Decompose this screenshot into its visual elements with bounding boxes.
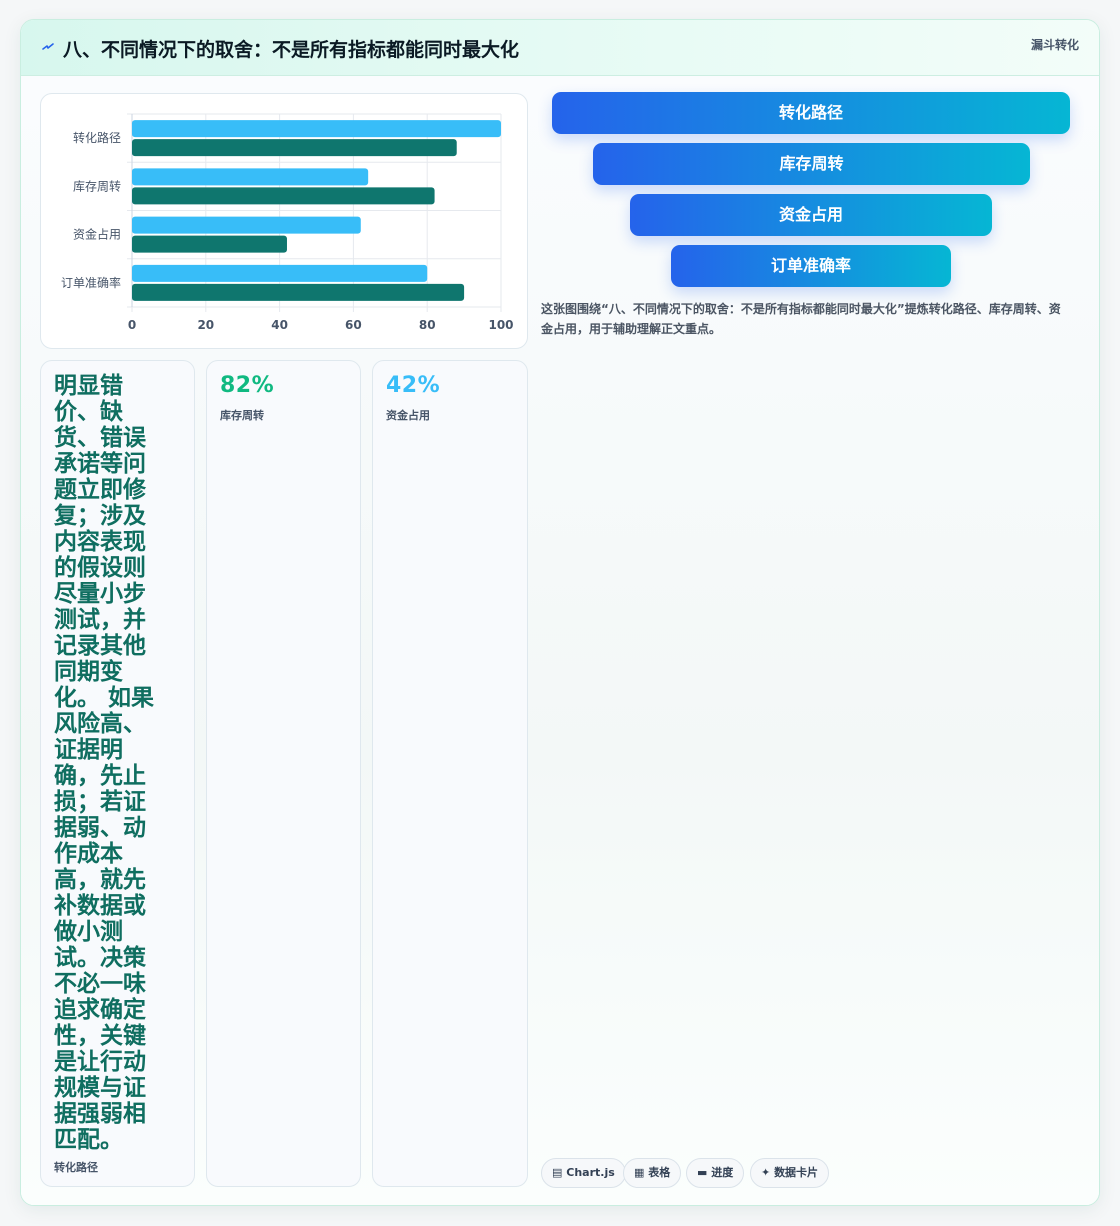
section-header: 八、不同情况下的取舍：不是所有指标都能同时最大化 漏斗转化	[21, 20, 1099, 76]
funnel-step-3: 资金占用	[630, 194, 992, 236]
x-tick-label: 20	[197, 318, 214, 332]
text-card-label: 转化路径	[54, 1161, 98, 1174]
stat-label: 资金占用	[386, 409, 430, 422]
x-tick-label: 0	[128, 318, 136, 332]
x-tick-label: 100	[488, 318, 513, 332]
page-title: 八、不同情况下的取舍：不是所有指标都能同时最大化	[63, 39, 520, 61]
funnel-description: 这张图围绕“八、不同情况下的取舍：不是所有指标都能同时最大化”提炼转化路径、库存…	[541, 302, 1061, 336]
chip-progress[interactable]: ▬ 进度	[686, 1158, 745, 1188]
chip-chartjs[interactable]: ▤ Chart.js	[541, 1158, 626, 1188]
bar-series-2	[132, 187, 435, 205]
y-tick-label: 库存周转	[73, 178, 121, 193]
text-card-body: 明显错价、缺货、错误承诺等问题立即修复；涉及内容表现的假设则尽量小步测试，并记录…	[54, 373, 155, 1153]
stat-label: 库存周转	[220, 409, 264, 422]
chip-label: 进度	[711, 1166, 734, 1179]
x-tick-label: 40	[271, 318, 288, 332]
category-tag: 漏斗转化	[1030, 38, 1079, 52]
text-card: 明显错价、缺货、错误承诺等问题立即修复；涉及内容表现的假设则尽量小步测试，并记录…	[40, 360, 195, 1187]
chip-data-card[interactable]: ✦ 数据卡片	[750, 1158, 830, 1188]
chart-icon: ▤	[552, 1166, 563, 1179]
x-tick-label: 60	[345, 318, 362, 332]
lightning-icon	[42, 43, 54, 50]
bar-series-1	[132, 120, 501, 138]
main-card: 八、不同情况下的取舍：不是所有指标都能同时最大化 漏斗转化 0 20 40 60 80 1…	[20, 19, 1100, 1206]
y-tick-label: 订单准确率	[61, 275, 121, 290]
funnel-step-1: 转化路径	[552, 92, 1070, 134]
stat-value: 82%	[220, 373, 275, 398]
chip-table[interactable]: ▦ 表格	[623, 1158, 682, 1188]
table-icon: ▦	[634, 1166, 645, 1179]
funnel-diagram: 转化路径 库存周转 资金占用 订单准确率	[552, 92, 1072, 292]
funnel-step-4: 订单准确率	[671, 245, 951, 287]
bar-chart-panel: 0 20 40 60 80 100 转化路径库存周转资金占用订单准确率	[40, 93, 528, 349]
bar-series-2	[132, 283, 465, 301]
bar-series-2	[132, 139, 457, 157]
bar-series-2	[132, 235, 287, 253]
stat-value: 42%	[386, 373, 441, 398]
bar-series-1	[132, 216, 361, 234]
stat-card-inventory: 82% 库存周转	[206, 360, 361, 1187]
y-tick-label: 资金占用	[73, 227, 121, 242]
y-tick-label: 转化路径	[73, 130, 121, 145]
sparkle-icon: ✦	[761, 1166, 771, 1179]
chip-label: 数据卡片	[774, 1166, 819, 1179]
funnel-step-2: 库存周转	[593, 143, 1030, 185]
bar-series-1	[132, 168, 369, 186]
progress-icon: ▬	[697, 1166, 708, 1179]
chip-label: Chart.js	[566, 1166, 615, 1179]
bar-series-1	[132, 264, 428, 282]
chip-label: 表格	[648, 1166, 671, 1179]
stat-card-capital: 42% 资金占用	[372, 360, 528, 1187]
x-tick-label: 80	[419, 318, 436, 332]
